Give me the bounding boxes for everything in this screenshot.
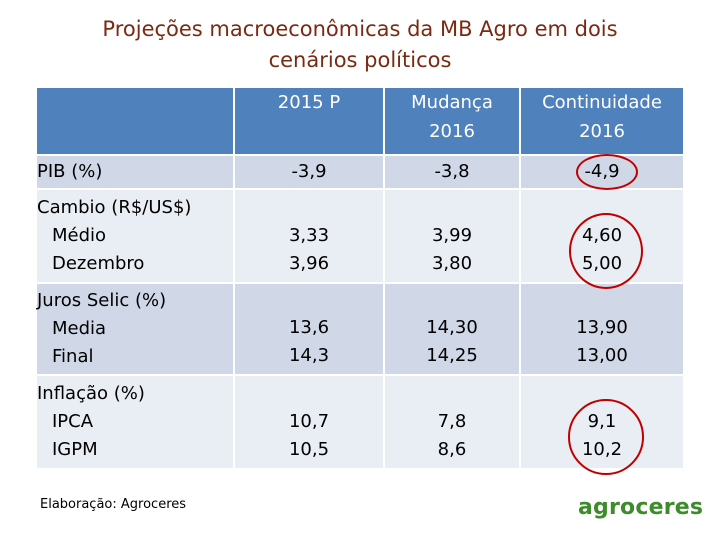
value-mudanca: 3,80 xyxy=(431,253,473,274)
value-mudanca: 3,99 xyxy=(431,225,473,246)
header-2015-line-1: 2015 P xyxy=(277,92,341,113)
header-continuidade-line-2: 2016 xyxy=(579,121,625,142)
value-continuidade: 5,00 xyxy=(581,253,623,274)
row-sub-label: IGPM xyxy=(52,439,98,460)
header-mudanca-line-1: Mudança xyxy=(411,92,493,113)
highlighted-value: -4,9 xyxy=(576,154,639,190)
header-cell-mudanca: Mudança 2016 xyxy=(383,88,519,154)
value-2015: -3,9 xyxy=(291,161,327,182)
projections-table: 2015 P Mudança 2016 Continuidade 2016 PI… xyxy=(37,88,683,475)
row-sub-label: Médio xyxy=(52,225,107,246)
row-label-cell: PIB (%) xyxy=(37,154,233,188)
header-cell-2015: 2015 P xyxy=(233,88,383,154)
value-cell-2015: 10,7 10,5 xyxy=(233,374,383,468)
value-cell-mudanca: -3,8 xyxy=(383,154,519,188)
value-cell-continuidade: 13,90 13,00 xyxy=(519,282,683,374)
table-row-inflacao: Inflação (%) IPCA IGPM 10,7 10,5 7,8 8,6… xyxy=(37,374,683,475)
table-header-row: 2015 P Mudança 2016 Continuidade 2016 xyxy=(37,88,683,154)
header-continuidade-line-1: Continuidade xyxy=(542,92,662,113)
value-2015: 3,33 xyxy=(288,225,330,246)
row-label-cell: Inflação (%) IPCA IGPM xyxy=(37,374,233,468)
header-cell-continuidade: Continuidade 2016 xyxy=(519,88,683,154)
row-sub-label: Final xyxy=(52,346,94,367)
value-cell-continuidade: -4,9 xyxy=(519,154,683,190)
highlighted-value: 9,1 10,2 xyxy=(567,399,644,475)
value-cell-continuidade: 4,60 5,00 xyxy=(519,188,683,289)
table-row-cambio: Cambio (R$/US$) Médio Dezembro 3,33 3,96… xyxy=(37,188,683,289)
value-mudanca: 7,8 xyxy=(437,411,467,432)
value-cell-mudanca: 7,8 8,6 xyxy=(383,374,519,468)
row-label: Inflação (%) xyxy=(37,383,145,404)
table-row-pib: PIB (%) -3,9 -3,8 -4,9 xyxy=(37,154,683,190)
value-2015: 14,3 xyxy=(288,345,330,366)
row-label-cell: Juros Selic (%) Media Final xyxy=(37,282,233,374)
value-cell-2015: 3,33 3,96 xyxy=(233,188,383,282)
value-mudanca: 8,6 xyxy=(437,439,467,460)
title-line-2: cenários políticos xyxy=(268,48,452,72)
value-2015: 3,96 xyxy=(288,253,330,274)
row-label-cell: Cambio (R$/US$) Médio Dezembro xyxy=(37,188,233,282)
value-continuidade: 13,90 xyxy=(576,317,628,338)
value-2015: 10,7 xyxy=(288,411,330,432)
value-mudanca: -3,8 xyxy=(434,161,470,182)
title-line-1: Projeções macroeconômicas da MB Agro em … xyxy=(102,17,618,41)
value-mudanca: 14,30 xyxy=(426,317,478,338)
footer-credit: Elaboração: Agroceres xyxy=(40,497,187,512)
row-sub-label: IPCA xyxy=(52,411,94,432)
value-2015: 10,5 xyxy=(288,439,330,460)
row-label: Cambio (R$/US$) xyxy=(37,197,192,218)
header-cell-empty xyxy=(37,88,233,154)
value-continuidade: 9,1 xyxy=(587,411,617,432)
header-mudanca-line-2: 2016 xyxy=(429,121,475,142)
row-sub-label: Media xyxy=(52,318,107,339)
value-mudanca: 14,25 xyxy=(426,345,478,366)
row-sub-label: Dezembro xyxy=(52,253,145,274)
value-cell-2015: -3,9 xyxy=(233,154,383,188)
value-cell-2015: 13,6 14,3 xyxy=(233,282,383,374)
page-title: Projeções macroeconômicas da MB Agro em … xyxy=(20,14,700,76)
value-continuidade: -4,9 xyxy=(584,161,620,182)
value-continuidade: 10,2 xyxy=(581,439,623,460)
row-label: Juros Selic (%) xyxy=(37,290,167,311)
highlighted-value: 4,60 5,00 xyxy=(568,213,643,289)
row-label: PIB (%) xyxy=(37,161,103,182)
table-row-selic: Juros Selic (%) Media Final 13,6 14,3 14… xyxy=(37,282,683,374)
value-continuidade: 4,60 xyxy=(581,225,623,246)
value-cell-continuidade: 9,1 10,2 xyxy=(519,374,683,475)
value-cell-mudanca: 14,30 14,25 xyxy=(383,282,519,374)
agroceres-logo: agroceres xyxy=(578,495,704,520)
value-2015: 13,6 xyxy=(288,317,330,338)
value-continuidade: 13,00 xyxy=(576,345,628,366)
value-cell-mudanca: 3,99 3,80 xyxy=(383,188,519,282)
